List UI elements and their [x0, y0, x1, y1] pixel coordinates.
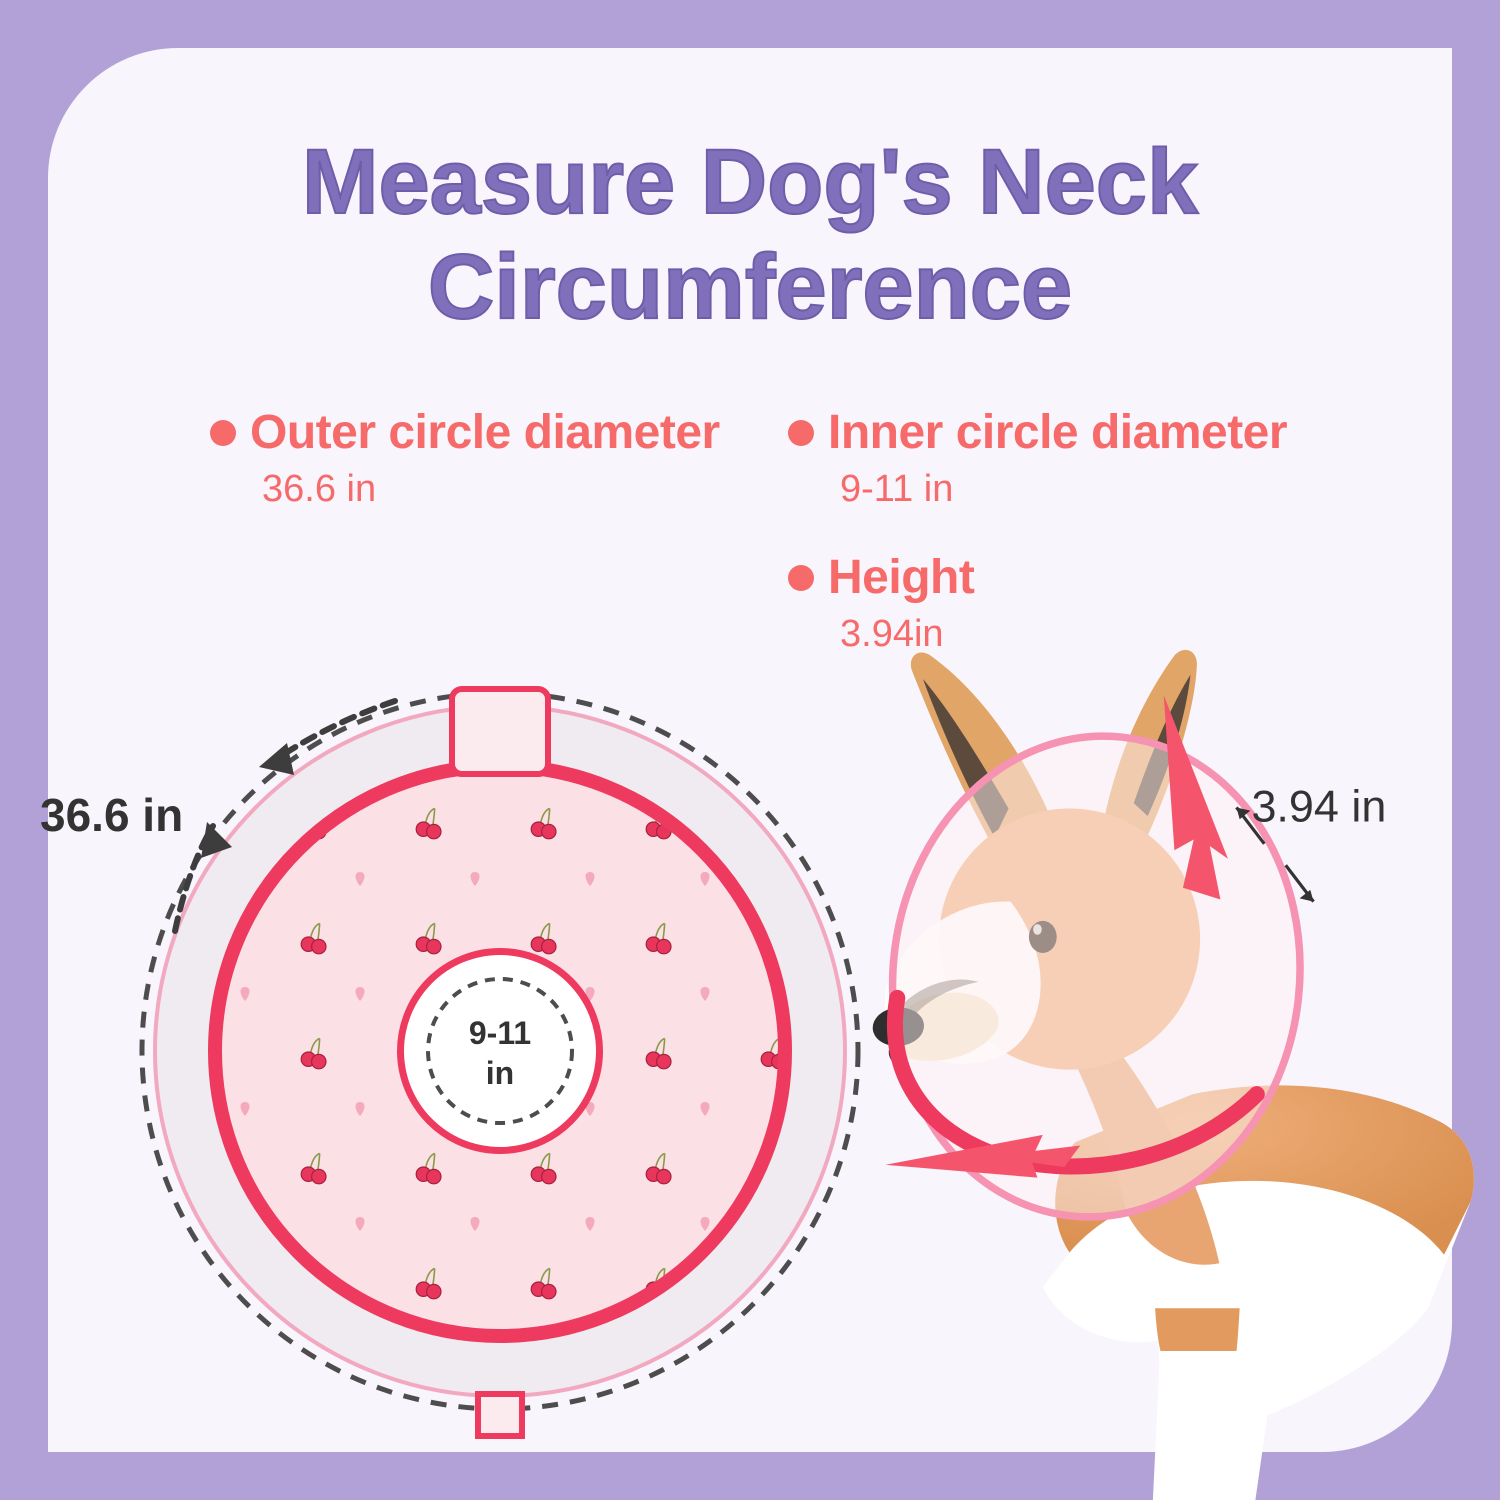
svg-text:3.94 in: 3.94 in [1251, 780, 1386, 831]
